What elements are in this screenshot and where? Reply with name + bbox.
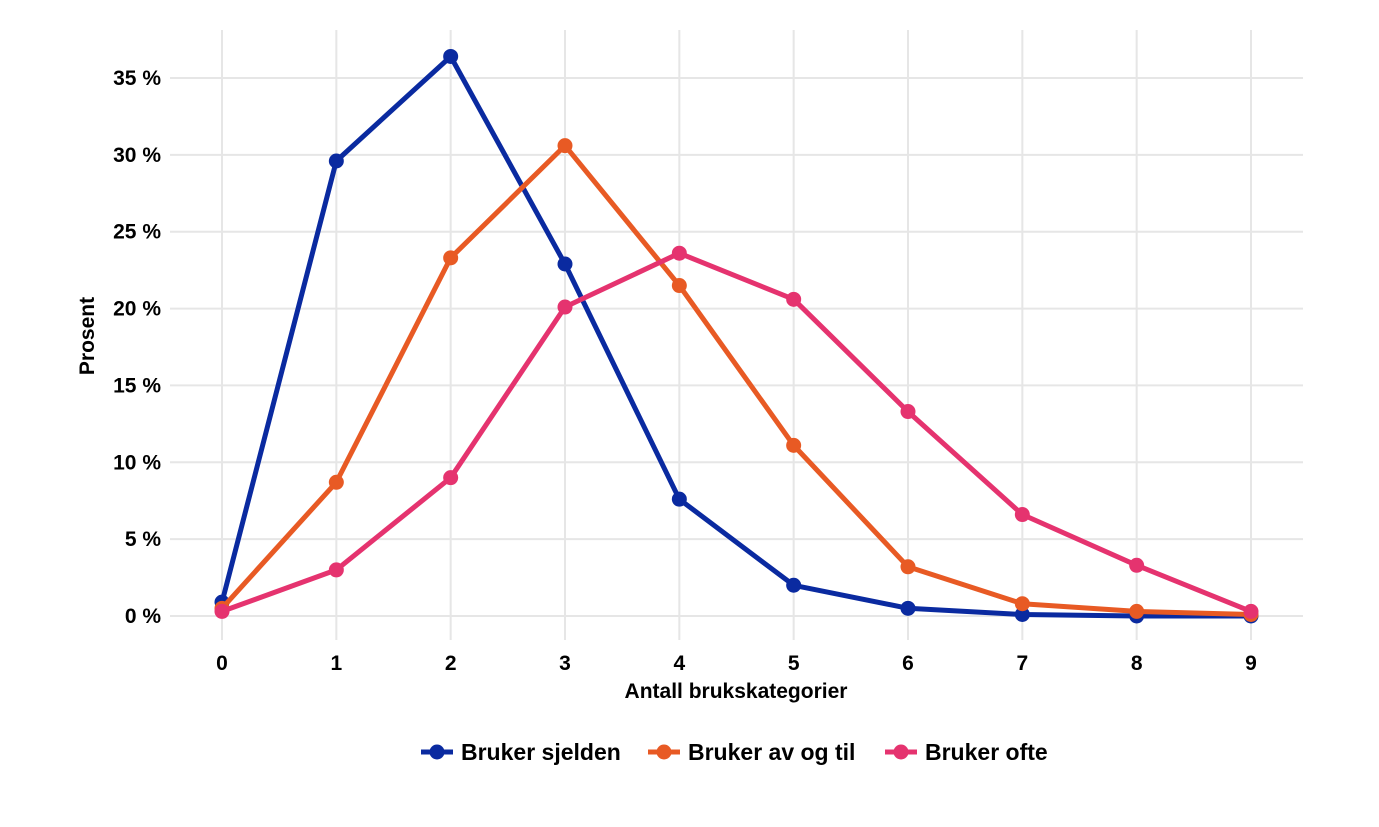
y-tick-label: 35 % bbox=[113, 67, 161, 90]
y-tick-label: 20 % bbox=[113, 298, 161, 321]
y-tick-label: 10 % bbox=[113, 451, 161, 474]
x-tick-label: 4 bbox=[673, 652, 685, 675]
legend-swatch-point bbox=[429, 744, 445, 760]
series-3 bbox=[214, 245, 1259, 619]
x-tick-label: 9 bbox=[1245, 652, 1257, 675]
data-point bbox=[557, 138, 573, 154]
data-point bbox=[443, 250, 459, 266]
data-point bbox=[786, 577, 802, 593]
data-point bbox=[214, 603, 230, 619]
x-tick-label: 8 bbox=[1131, 652, 1143, 675]
y-tick-label: 5 % bbox=[125, 528, 162, 551]
x-tick-label: 3 bbox=[559, 652, 571, 675]
data-point bbox=[1014, 596, 1030, 612]
data-point bbox=[671, 491, 687, 507]
grid-lines bbox=[170, 30, 1303, 640]
y-tick-label: 15 % bbox=[113, 374, 161, 397]
data-point bbox=[1243, 603, 1259, 619]
y-tick-label: 0 % bbox=[125, 605, 162, 628]
x-axis-title: Antall brukskategorier bbox=[625, 680, 848, 703]
legend-label: Bruker av og til bbox=[688, 739, 855, 765]
y-axis-title: Prosent bbox=[76, 297, 99, 375]
data-point bbox=[443, 470, 459, 486]
data-point bbox=[1129, 557, 1145, 573]
x-tick-label: 0 bbox=[216, 652, 228, 675]
data-point bbox=[328, 474, 344, 490]
x-tick-label: 5 bbox=[788, 652, 800, 675]
x-tick-label: 7 bbox=[1016, 652, 1028, 675]
x-axis-ticks: 0 1 2 3 4 5 6 7 8 9 bbox=[216, 652, 1257, 675]
series-line bbox=[219, 143, 1254, 617]
y-tick-label: 30 % bbox=[113, 144, 161, 167]
series-line bbox=[219, 250, 1254, 614]
data-point bbox=[900, 559, 916, 575]
legend-item: Bruker sjelden bbox=[421, 739, 621, 765]
legend-swatch-point bbox=[893, 744, 909, 760]
x-tick-label: 6 bbox=[902, 652, 914, 675]
legend-label: Bruker ofte bbox=[925, 739, 1048, 765]
data-point bbox=[328, 562, 344, 578]
legend-item: Bruker av og til bbox=[648, 739, 855, 765]
data-point bbox=[900, 404, 916, 420]
series-line bbox=[219, 54, 1254, 619]
data-point bbox=[671, 278, 687, 294]
data-point bbox=[443, 48, 459, 64]
data-point bbox=[786, 437, 802, 453]
legend-swatch-point bbox=[656, 744, 672, 760]
data-point bbox=[900, 600, 916, 616]
data-point bbox=[1014, 507, 1030, 523]
y-axis-ticks: 0 % 5 % 10 % 15 % 20 % 25 % 30 % 35 % bbox=[113, 67, 161, 628]
y-tick-label: 25 % bbox=[113, 221, 161, 244]
legend: Bruker sjelden Bruker av og til Bruker oft… bbox=[421, 739, 1048, 765]
data-point bbox=[557, 256, 573, 272]
data-point bbox=[786, 291, 802, 307]
data-point bbox=[328, 153, 344, 169]
data-point bbox=[671, 245, 687, 261]
x-tick-label: 2 bbox=[445, 652, 457, 675]
legend-label: Bruker sjelden bbox=[461, 739, 621, 765]
legend-item: Bruker ofte bbox=[885, 739, 1048, 765]
series-1 bbox=[214, 48, 1259, 624]
data-point bbox=[1129, 603, 1145, 619]
series-group bbox=[214, 48, 1259, 624]
data-point bbox=[1014, 606, 1030, 622]
data-point bbox=[557, 299, 573, 315]
x-tick-label: 1 bbox=[330, 652, 342, 675]
